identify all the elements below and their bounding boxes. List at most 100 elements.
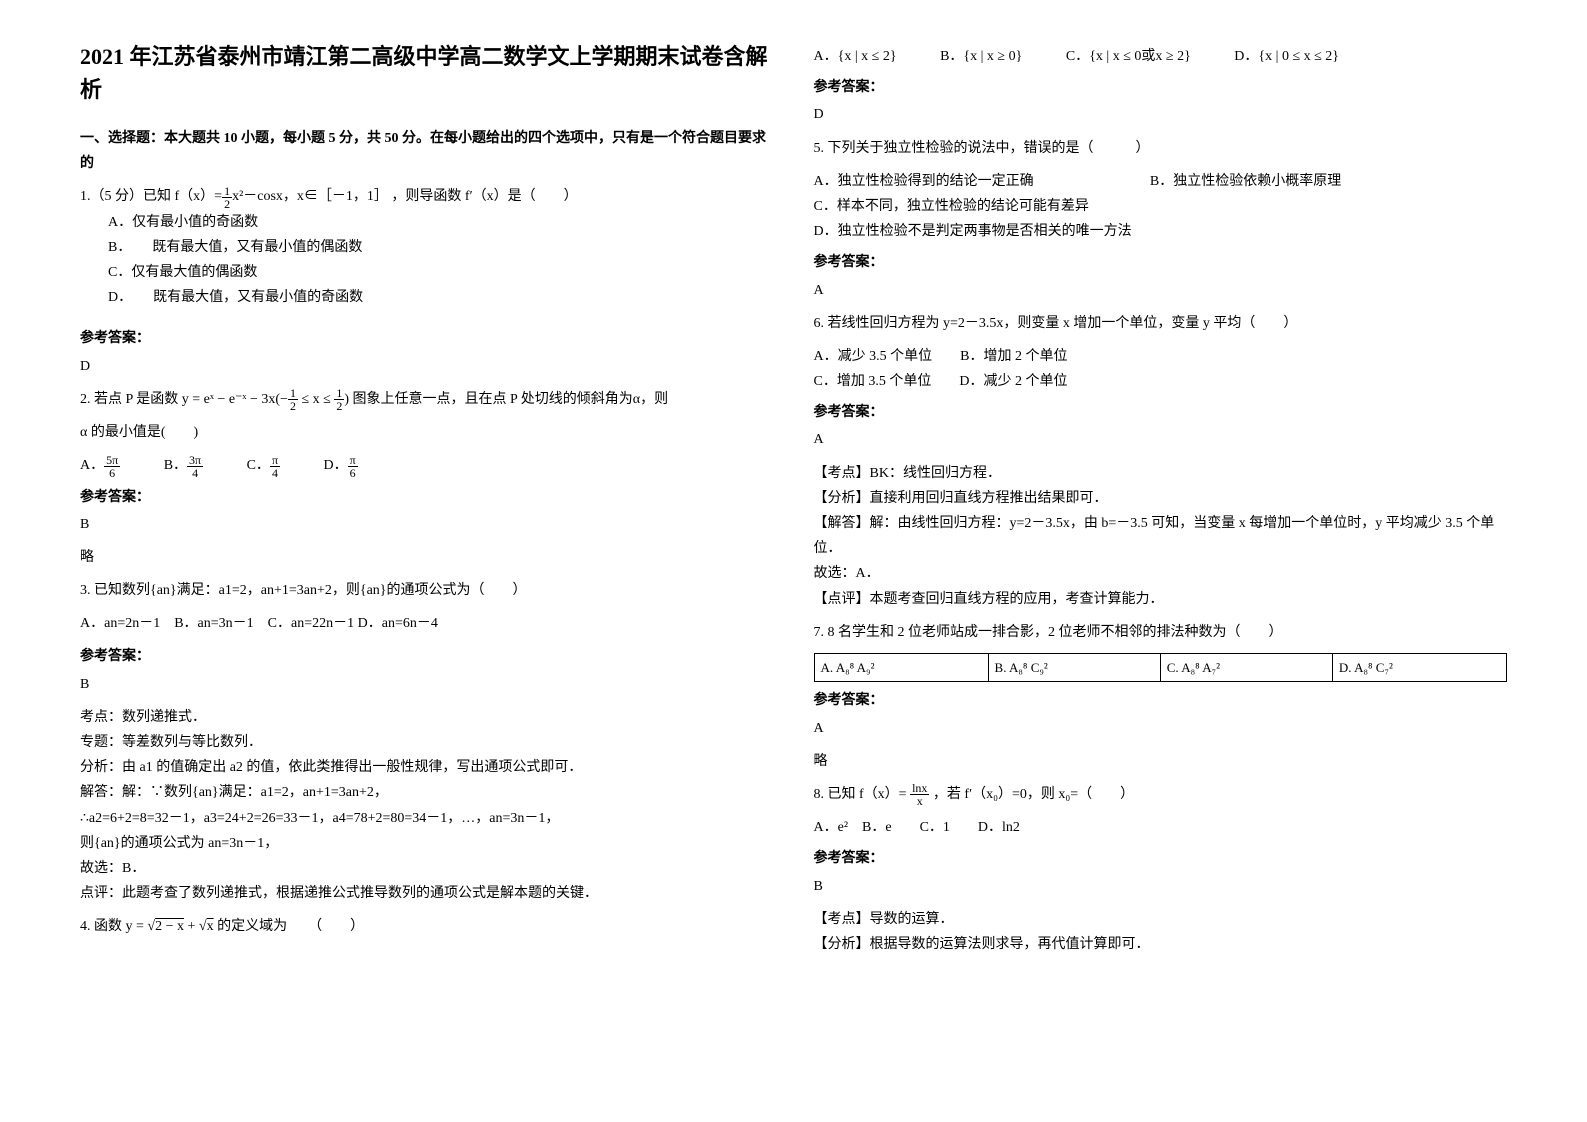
q7B-v: A₈⁸ C₉²: [1009, 660, 1048, 675]
q2-optB: B．3π4: [164, 453, 203, 478]
q8-frac: lnxx: [910, 782, 929, 807]
q6-AB: A．减少 3.5 个单位 B．增加 2 个单位: [814, 344, 1508, 369]
q8-sol-l2: 【分析】根据导数的运算法则求导，再代值计算即可．: [814, 932, 1508, 957]
q8-pre: 8. 已知 f（x）=: [814, 787, 911, 802]
q3-ans: B: [80, 672, 774, 697]
q3-sol-l8: 点评：此题考查了数列递推式，根据递推公式推导数列的通项公式是解本题的关键．: [80, 881, 774, 906]
q3-sol-l1: 考点：数列递推式．: [80, 705, 774, 730]
q2-optC: C．π4: [247, 453, 280, 478]
q7D-l: D.: [1339, 660, 1352, 675]
q4-pre: 4. 函数: [80, 919, 122, 934]
q2-ans-label: 参考答案：: [80, 485, 774, 510]
question-5: 5. 下列关于独立性检验的说法中，错误的是（ ）: [814, 136, 1508, 161]
q1-tail: ，则导函数 f′（x）是（ ）: [391, 189, 577, 204]
q3-sol-l7: 故选：B．: [80, 856, 774, 881]
q4-optB: B．{x | x ≥ 0}: [940, 44, 1022, 69]
q4-opts: A．{x | x ≤ 2} B．{x | x ≥ 0} C．{x | x ≤ 0…: [814, 44, 1508, 69]
q2-ans2: 略: [80, 545, 774, 570]
q5-D: D．独立性检验不是判定两事物是否相关的唯一方法: [814, 219, 1508, 244]
q2D-l: D．: [324, 458, 348, 473]
q4B-l: B．: [940, 49, 963, 64]
q7C-l: C.: [1167, 660, 1179, 675]
q6-ans: A: [814, 427, 1508, 452]
q1-optA: A．仅有最小值的奇函数: [80, 210, 774, 235]
q1-half: 12: [222, 185, 232, 210]
q7-cD: D. A₈⁸ C₇²: [1332, 653, 1506, 681]
q7-cA: A. A₈⁸ A₉²: [814, 653, 988, 681]
q6-sol-l1: 【考点】BK：线性回归方程．: [814, 461, 1508, 486]
q8-sol-l1: 【考点】导数的运算．: [814, 907, 1508, 932]
q4B-s: {x | x ≥ 0}: [963, 49, 1022, 64]
q6-sol-l3: 【解答】解：由线性回归方程：y=2－3.5x，由 b=－3.5 可知，当变量 x…: [814, 511, 1508, 561]
q2-h2: 12: [334, 387, 344, 412]
q2-optD: D．π6: [324, 453, 358, 478]
q3-sol-l6: 则{an}的通项公式为 an=3n－1，: [80, 831, 774, 856]
q2-l2b: 的最小值是( ): [87, 425, 198, 440]
q3-sol-l2: 专题：等差数列与等比数列．: [80, 730, 774, 755]
q7C-v: A₈⁸ A₇²: [1181, 660, 1220, 675]
q1-fx: f（x）=: [175, 189, 223, 204]
q4-plus: +: [184, 919, 199, 934]
q2-optA: A．5π6: [80, 453, 120, 478]
q4-optC: C．{x | x ≤ 0或x ≥ 2}: [1066, 44, 1191, 69]
q2A-l: A．: [80, 458, 104, 473]
q7D-v: A₈⁸ C₇²: [1354, 660, 1393, 675]
question-6: 6. 若线性回归方程为 y=2－3.5x，则变量 x 增加一个单位，变量 y 平…: [814, 311, 1508, 336]
q4-tail: 的定义域为 （ ）: [217, 919, 364, 934]
q2-tail2: ，则: [640, 392, 668, 407]
q2-line2: α 的最小值是( ): [80, 420, 774, 445]
q7-ans: A: [814, 716, 1508, 741]
q5-B: B．独立性检验依赖小概率原理: [1150, 174, 1341, 189]
q5-ans: A: [814, 278, 1508, 303]
q1-postfx: x²－cosx，x∈［－1，1］: [232, 189, 388, 204]
q2-opts: A．5π6 B．3π4 C．π4 D．π6: [80, 453, 774, 478]
q2D-f: π6: [348, 454, 358, 479]
q4-s2: x: [207, 919, 214, 934]
q2A-f: 5π6: [104, 454, 120, 479]
q4-optD: D．{x | 0 ≤ x ≤ 2}: [1234, 44, 1339, 69]
q4-ans-label: 参考答案：: [814, 75, 1508, 100]
q4A-s: {x | x ≤ 2}: [838, 49, 897, 64]
q6-sol-l2: 【分析】直接利用回归直线方程推出结果即可．: [814, 486, 1508, 511]
q2C-f: π4: [270, 454, 280, 479]
question-8: 8. 已知 f（x）= lnxx ，若 f′（x₀）=0，则 x₀=（ ）: [814, 782, 1508, 807]
q3-sol-l3: 分析：由 a1 的值确定出 a2 的值，依此类推得出一般性规律，写出通项公式即可…: [80, 755, 774, 780]
q3-opts: A．an=2n－1 B．an=3n－1 C．an=22n－1 D．an=6n－4: [80, 611, 774, 636]
q1-pre: 1.（5 分）已知: [80, 189, 171, 204]
doc-title: 2021 年江苏省泰州市靖江第二高级中学高二数学文上学期期末试卷含解析: [80, 40, 774, 106]
q6-ans-label: 参考答案：: [814, 400, 1508, 425]
q4-s1: 2 − x: [155, 919, 184, 934]
q2-tail: 图象上任意一点，且在点 P 处切线的倾斜角为: [352, 392, 632, 407]
q4D-l: D．: [1234, 49, 1258, 64]
q1-optB: B． 既有最大值，又有最小值的偶函数: [80, 235, 362, 260]
q2B-l: B．: [164, 458, 187, 473]
q8-post: ，若 f′（x₀）=0，则 x₀=（ ）: [933, 787, 1134, 802]
q3-sol-l4: 解答：解：∵数列{an}满足：a1=2，an+1=3an+2，: [80, 780, 774, 805]
q2C-l: C．: [247, 458, 270, 473]
q8-ans: B: [814, 874, 1508, 899]
q3-ans-label: 参考答案：: [80, 644, 774, 669]
question-2: 2. 若点 P 是函数 y = eˣ − e⁻ˣ − 3x(−12 ≤ x ≤ …: [80, 387, 774, 412]
q1-ans-label: 参考答案：: [80, 326, 774, 351]
q1-optC: C．仅有最大值的偶函数: [80, 260, 774, 285]
q4C-s: {x | x ≤ 0或x ≥ 2}: [1089, 49, 1191, 64]
q2-mid: ≤ x ≤: [298, 392, 334, 407]
q6-sol-l4: 故选：A．: [814, 561, 1508, 586]
question-3: 3. 已知数列{an}满足：a1=2，an+1=3an+2，则{an}的通项公式…: [80, 578, 774, 603]
q6-CD: C．增加 3.5 个单位 D．减少 2 个单位: [814, 369, 1508, 394]
q4-optA: A．{x | x ≤ 2}: [814, 44, 897, 69]
q8-opts: A．e² B．e C．1 D．ln2: [814, 815, 1508, 840]
q2-alpha: α: [633, 392, 640, 407]
q5-A: A．独立性检验得到的结论一定正确: [814, 169, 1147, 194]
q7B-l: B.: [995, 660, 1007, 675]
q7-cC: C. A₈⁸ A₇²: [1160, 653, 1332, 681]
q2-pre: 2. 若点 P 是函数: [80, 392, 178, 407]
q2-h1: 12: [288, 387, 298, 412]
q7-cB: B. A₈⁸ C₉²: [988, 653, 1160, 681]
q5-row1: A．独立性检验得到的结论一定正确 B．独立性检验依赖小概率原理: [814, 169, 1508, 194]
q2B-f: 3π4: [187, 454, 203, 479]
q7-table: A. A₈⁸ A₉² B. A₈⁸ C₉² C. A₈⁸ A₇² D. A₈⁸ …: [814, 653, 1508, 682]
question-7: 7. 8 名学生和 2 位老师站成一排合影，2 位老师不相邻的排法种数为（ ）: [814, 620, 1508, 645]
q1-ans: D: [80, 354, 774, 379]
question-4: 4. 函数 y = √2 − x + √x 的定义域为 （ ）: [80, 914, 774, 939]
